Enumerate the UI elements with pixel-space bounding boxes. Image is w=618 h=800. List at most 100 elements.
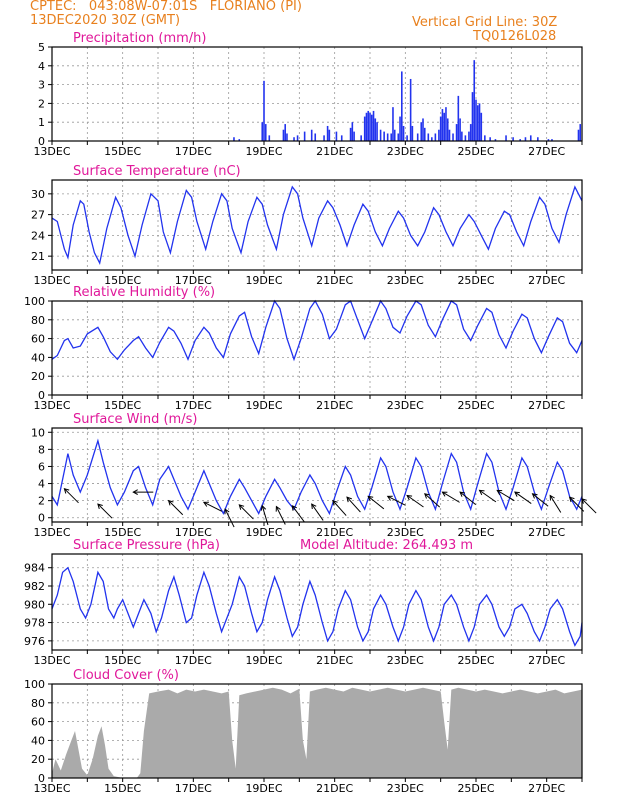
- wind-arrow-shaft: [64, 488, 79, 504]
- header-model-id: TQ0126L028: [473, 29, 557, 44]
- wind-arrow-shaft: [581, 498, 597, 514]
- y-tick-label: 1: [38, 116, 45, 129]
- precip-bar: [489, 137, 491, 141]
- x-tick-label: 23DEC: [387, 274, 424, 287]
- header-date: 13DEC2020 30Z (GMT): [30, 13, 181, 28]
- x-tick-label: 13DEC: [33, 399, 70, 412]
- x-tick-label: 23DEC: [387, 399, 424, 412]
- precip-bar: [434, 133, 437, 141]
- wind-arrow: [346, 496, 361, 513]
- header-location: CPTEC: 043:08W-07:01S FLORIANO (PI): [30, 0, 302, 14]
- panel-frame: [51, 427, 583, 523]
- precip-bar: [369, 112, 371, 141]
- precip-bar: [370, 114, 373, 141]
- wind-arrow-shaft: [332, 500, 347, 516]
- x-tick-label: 19DEC: [245, 399, 282, 412]
- x-tick-label: 21DEC: [316, 654, 353, 667]
- x-tick-label: 23DEC: [387, 526, 424, 539]
- x-tick-label: 17DEC: [175, 274, 212, 287]
- precip-bar: [401, 71, 403, 141]
- wind-arrow-head: [424, 493, 430, 499]
- precip-bar: [469, 124, 472, 141]
- wind-arrow: [581, 498, 597, 514]
- precip-bar: [363, 116, 366, 141]
- precip-bar: [392, 107, 394, 141]
- x-tick-label: 25DEC: [457, 526, 494, 539]
- header-grid-line: Vertical Grid Line: 30Z: [412, 15, 558, 30]
- precip-bar: [459, 118, 461, 141]
- y-tick-label: 0: [38, 512, 45, 525]
- precip-bar: [233, 137, 235, 141]
- y-tick-label: 10: [31, 426, 45, 439]
- precip-bar: [478, 103, 481, 141]
- wind-arrow-head: [224, 508, 230, 515]
- x-tick-label: 21DEC: [316, 274, 353, 287]
- wind-arrow: [291, 504, 305, 523]
- x-tick-label: 27DEC: [528, 526, 565, 539]
- precip-bar: [393, 129, 396, 141]
- panel-4: 976 978 980 982 984 13DEC 15DEC 17DEC 19DEC 21DEC…: [24, 538, 583, 667]
- x-tick-label: 23DEC: [387, 782, 424, 795]
- x-tick-label: 21DEC: [316, 399, 353, 412]
- y-tick-label: 100: [24, 678, 45, 691]
- x-tick-label: 19DEC: [245, 782, 282, 795]
- y-tick-label: 27: [31, 209, 45, 222]
- wind-arrow-head: [549, 494, 555, 501]
- precip-bar: [420, 122, 423, 141]
- y-tick-label: 80: [31, 697, 45, 710]
- wind-arrow: [97, 503, 113, 519]
- wind-arrow-head: [202, 501, 209, 507]
- precip-bar: [409, 78, 412, 141]
- precip-bar: [293, 137, 295, 141]
- x-tick-label: 25DEC: [457, 274, 494, 287]
- precip-bar: [360, 135, 362, 141]
- wind-arrow: [478, 489, 497, 503]
- x-tick-label: 27DEC: [528, 782, 565, 795]
- precip-bar: [480, 112, 483, 141]
- precip-bar: [577, 129, 580, 141]
- precip-bar: [519, 139, 521, 141]
- y-tick-label: 60: [31, 716, 45, 729]
- wind-arrow-head: [238, 504, 245, 510]
- y-tick-label: 2: [38, 97, 45, 110]
- panel-title: Surface Temperature (nC): [73, 164, 241, 179]
- precip-bar: [422, 118, 424, 141]
- x-tick-label: 17DEC: [175, 526, 212, 539]
- y-tick-label: 8: [38, 443, 45, 456]
- y-tick-label: 20: [31, 370, 45, 383]
- x-tick-label: 15DEC: [104, 399, 141, 412]
- precip-bar: [340, 135, 343, 141]
- precip-bar: [455, 124, 458, 141]
- precip-bar: [452, 133, 454, 141]
- precip-bar: [374, 118, 377, 141]
- y-tick-label: 100: [24, 295, 45, 308]
- precip-bar: [261, 122, 264, 141]
- y-tick-label: 3: [38, 79, 45, 92]
- panel-2: 0 20 40 60 80 100 13DEC 15DEC 17DEC 19DEC 21DEC 23D…: [24, 285, 583, 412]
- wind-arrow: [459, 491, 477, 505]
- wind-arrow: [386, 495, 406, 506]
- precip-bar: [468, 131, 470, 141]
- x-tick-label: 21DEC: [316, 782, 353, 795]
- wind-arrow-head: [386, 495, 393, 501]
- precip-bar: [314, 133, 317, 141]
- x-tick-label: 23DEC: [387, 145, 424, 158]
- wind-arrow-head: [459, 491, 466, 497]
- x-tick-label: 25DEC: [457, 145, 494, 158]
- y-tick-label: 980: [24, 598, 45, 611]
- wind-arrow-head: [514, 491, 520, 497]
- precip-bar: [263, 80, 265, 141]
- panel-frame: [51, 46, 583, 142]
- precip-bar: [303, 131, 306, 141]
- x-tick-label: 27DEC: [528, 274, 565, 287]
- precip-bar: [445, 107, 447, 141]
- precip-bar: [264, 124, 267, 141]
- wind-arrow-shaft: [168, 500, 184, 516]
- wind-arrow: [63, 487, 79, 504]
- wind-arrow-shaft: [238, 504, 254, 520]
- precip-bar: [351, 122, 354, 141]
- precip-bar: [268, 135, 271, 141]
- panel-3: 0 2 4 6 8 10 13DEC 15DEC 17DEC 19DEC 21DEC 23DEC 25D…: [31, 412, 597, 539]
- panel-1: 21 24 27 30 13DEC 15DEC 17DEC 19DEC 21DEC 23DEC 25…: [31, 164, 583, 287]
- wind-arrow: [167, 499, 184, 516]
